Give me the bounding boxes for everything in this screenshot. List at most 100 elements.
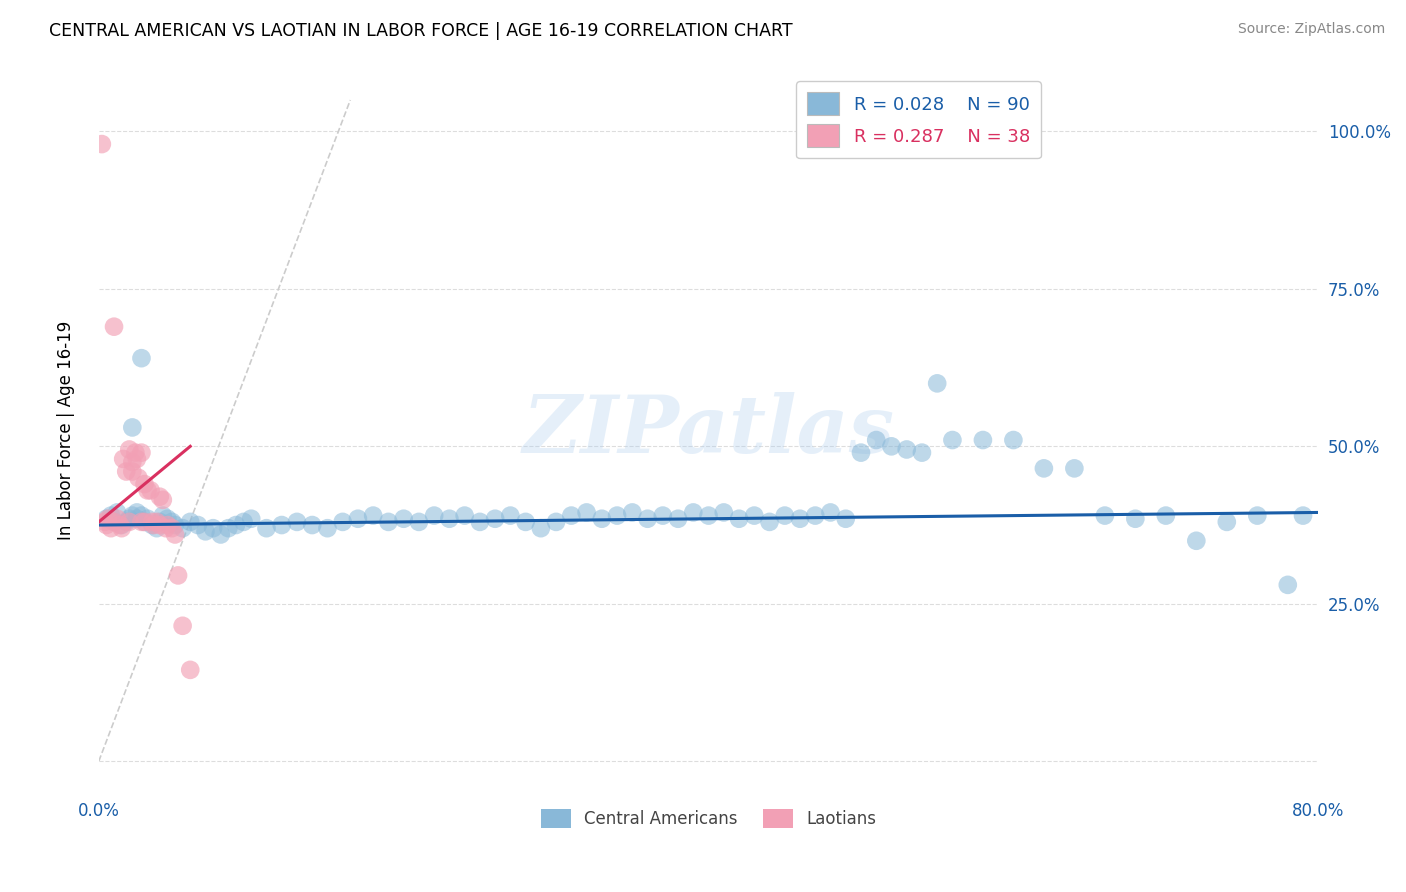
Point — [880, 439, 903, 453]
Point — [332, 515, 354, 529]
Point — [103, 319, 125, 334]
Point — [160, 521, 183, 535]
Point — [97, 512, 120, 526]
Point — [152, 492, 174, 507]
Point — [439, 512, 461, 526]
Point — [484, 512, 506, 526]
Point — [136, 512, 159, 526]
Text: Source: ZipAtlas.com: Source: ZipAtlas.com — [1237, 22, 1385, 37]
Point — [225, 518, 247, 533]
Point — [115, 515, 138, 529]
Point — [125, 451, 148, 466]
Point — [849, 445, 872, 459]
Point — [149, 518, 172, 533]
Point — [145, 521, 167, 535]
Point — [124, 445, 146, 459]
Y-axis label: In Labor Force | Age 16-19: In Labor Force | Age 16-19 — [58, 321, 75, 541]
Text: ZIPatlas: ZIPatlas — [523, 392, 894, 469]
Point — [111, 518, 134, 533]
Point — [820, 505, 842, 519]
Point — [118, 442, 141, 457]
Point — [108, 518, 131, 533]
Point — [142, 518, 165, 533]
Point — [149, 490, 172, 504]
Point — [256, 521, 278, 535]
Point — [155, 521, 177, 535]
Point — [134, 515, 156, 529]
Text: CENTRAL AMERICAN VS LAOTIAN IN LABOR FORCE | AGE 16-19 CORRELATION CHART: CENTRAL AMERICAN VS LAOTIAN IN LABOR FOR… — [49, 22, 793, 40]
Point — [156, 512, 179, 526]
Point — [911, 445, 934, 459]
Point — [172, 619, 194, 633]
Point — [96, 512, 118, 526]
Point — [172, 521, 194, 535]
Point — [728, 512, 751, 526]
Point — [546, 515, 568, 529]
Legend: Central Americans, Laotians: Central Americans, Laotians — [534, 803, 883, 835]
Point — [145, 515, 167, 529]
Point — [127, 471, 149, 485]
Point — [361, 508, 384, 523]
Point — [1277, 578, 1299, 592]
Point — [301, 518, 323, 533]
Point — [697, 508, 720, 523]
Point — [682, 505, 704, 519]
Point — [347, 512, 370, 526]
Point — [103, 515, 125, 529]
Point — [111, 521, 134, 535]
Point — [100, 508, 122, 523]
Point — [1002, 433, 1025, 447]
Point — [637, 512, 659, 526]
Point — [112, 451, 135, 466]
Point — [742, 508, 765, 523]
Point — [865, 433, 887, 447]
Point — [134, 477, 156, 491]
Point — [941, 433, 963, 447]
Point — [179, 663, 201, 677]
Point — [125, 512, 148, 526]
Point — [972, 433, 994, 447]
Point — [209, 527, 232, 541]
Point — [453, 508, 475, 523]
Point — [105, 512, 128, 526]
Point — [423, 508, 446, 523]
Point — [118, 515, 141, 529]
Point — [167, 568, 190, 582]
Point — [194, 524, 217, 539]
Point — [121, 508, 143, 523]
Point — [651, 508, 673, 523]
Point — [94, 515, 117, 529]
Point — [90, 137, 112, 152]
Point — [217, 521, 239, 535]
Point — [666, 512, 689, 526]
Point — [804, 508, 827, 523]
Point — [515, 515, 537, 529]
Point — [141, 518, 163, 533]
Point — [134, 515, 156, 529]
Point — [115, 465, 138, 479]
Point — [121, 465, 143, 479]
Point — [1032, 461, 1054, 475]
Point — [125, 505, 148, 519]
Point — [606, 508, 628, 523]
Point — [131, 445, 153, 459]
Point — [100, 521, 122, 535]
Point — [408, 515, 430, 529]
Point — [121, 455, 143, 469]
Point — [316, 521, 339, 535]
Point — [131, 508, 153, 523]
Point — [789, 512, 811, 526]
Point — [96, 518, 118, 533]
Point — [1063, 461, 1085, 475]
Point — [156, 518, 179, 533]
Point — [179, 515, 201, 529]
Point — [591, 512, 613, 526]
Point — [121, 420, 143, 434]
Point — [1125, 512, 1147, 526]
Point — [1185, 533, 1208, 548]
Point — [152, 508, 174, 523]
Point — [1216, 515, 1239, 529]
Point — [105, 505, 128, 519]
Point — [758, 515, 780, 529]
Point — [927, 376, 949, 391]
